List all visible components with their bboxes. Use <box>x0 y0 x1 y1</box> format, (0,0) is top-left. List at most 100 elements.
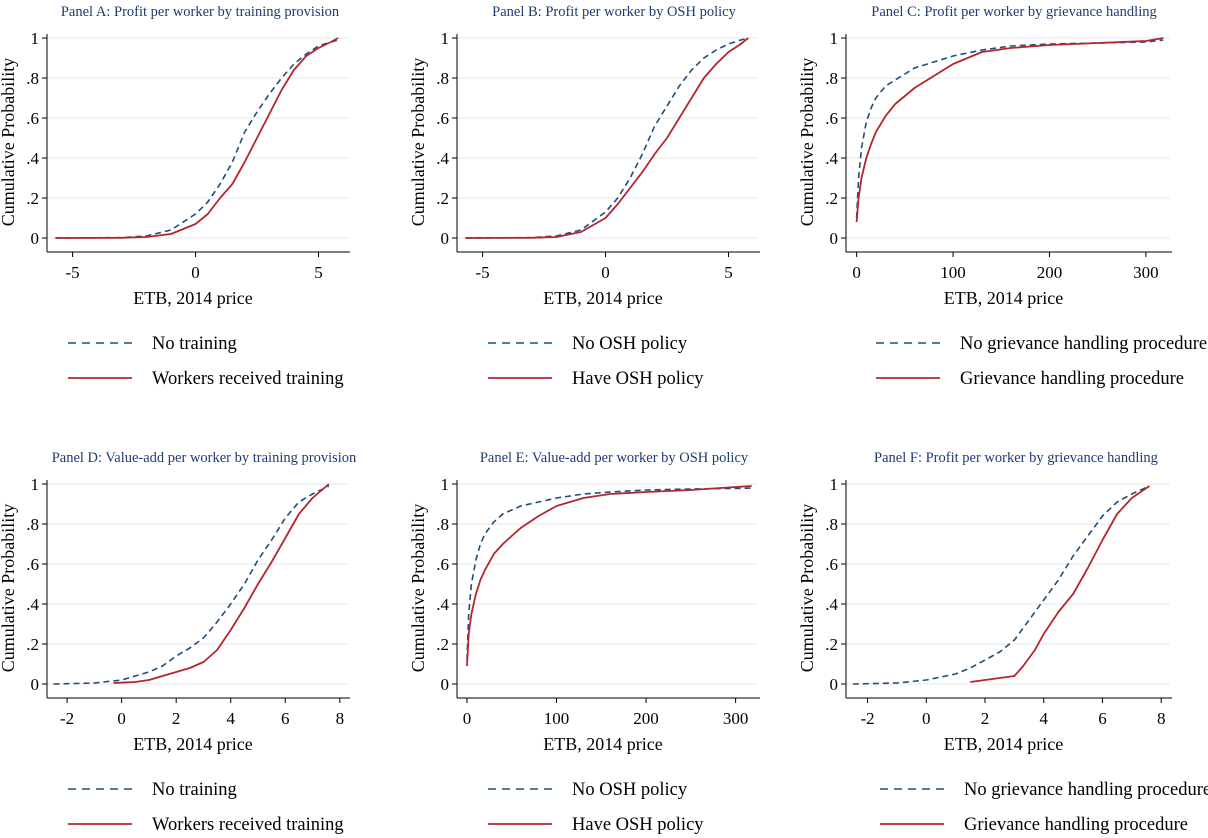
panel-a: Panel A: Profit per worker by training p… <box>0 4 350 389</box>
x-tick-label: 8 <box>336 709 345 728</box>
series-line-dashed <box>855 39 1164 219</box>
y-tick-label: .2 <box>26 189 39 208</box>
x-axis-label: ETB, 2014 price <box>944 734 1063 754</box>
legend-label: No training <box>152 334 237 354</box>
y-axis-label: Cumulative Probability <box>797 504 817 673</box>
y-tick-label: .4 <box>825 149 838 168</box>
x-axis-label: ETB, 2014 price <box>543 734 662 754</box>
series-line-solid <box>113 483 330 684</box>
y-tick-label: .2 <box>436 635 449 654</box>
panel-title: Panel D: Value-add per worker by trainin… <box>52 450 357 466</box>
legend-label: Grievance handling procedure <box>964 815 1188 835</box>
panel-c: Panel C: Profit per worker by grievance … <box>797 4 1207 389</box>
y-tick-label: .8 <box>436 69 449 88</box>
y-axis-label: Cumulative Probability <box>0 58 18 227</box>
y-axis-label: Cumulative Probability <box>408 58 428 227</box>
panel-title: Panel A: Profit per worker by training p… <box>61 4 340 20</box>
x-tick-label: 6 <box>1098 709 1107 728</box>
panel-f: Panel F: Profit per worker by grievance … <box>797 450 1208 835</box>
y-tick-label: .6 <box>436 555 449 574</box>
x-tick-label: -2 <box>60 709 74 728</box>
y-tick-label: .6 <box>26 109 39 128</box>
legend-label: No training <box>152 780 237 800</box>
x-tick-label: 5 <box>314 263 323 282</box>
x-tick-label: 100 <box>940 263 966 282</box>
series-line-dashed <box>53 485 330 685</box>
y-tick-label: .8 <box>825 69 838 88</box>
x-tick-label: 200 <box>1037 263 1063 282</box>
y-tick-label: .4 <box>825 595 838 614</box>
x-tick-label: 300 <box>1133 263 1159 282</box>
panel-title: Panel F: Profit per worker by grievance … <box>874 450 1158 466</box>
x-tick-label: -5 <box>66 263 80 282</box>
series-line-dashed <box>465 37 749 239</box>
x-axis-label: ETB, 2014 price <box>133 734 252 754</box>
y-tick-label: 1 <box>830 475 839 494</box>
legend-label: Grievance handling procedure <box>960 369 1184 389</box>
y-tick-label: .6 <box>436 109 449 128</box>
y-tick-label: 1 <box>830 29 839 48</box>
series-line-solid <box>55 37 339 239</box>
legend-label: No OSH policy <box>572 780 688 800</box>
y-tick-label: 0 <box>441 229 450 248</box>
y-tick-label: 1 <box>31 475 40 494</box>
panel-d: Panel D: Value-add per worker by trainin… <box>0 450 357 835</box>
series-line-dashed <box>466 487 752 661</box>
y-tick-label: .2 <box>825 635 838 654</box>
legend-label: No grievance handling procedure <box>964 780 1208 800</box>
x-tick-label: 0 <box>852 263 861 282</box>
x-tick-label: 0 <box>601 263 610 282</box>
y-tick-label: 1 <box>441 475 450 494</box>
y-tick-label: 1 <box>441 29 450 48</box>
series-line-solid <box>466 485 752 667</box>
y-tick-label: 0 <box>441 675 450 694</box>
legend-label: No OSH policy <box>572 334 688 354</box>
x-tick-label: -2 <box>860 709 874 728</box>
legend-label: Have OSH policy <box>572 369 704 389</box>
y-tick-label: .8 <box>26 69 39 88</box>
y-tick-label: .2 <box>436 189 449 208</box>
panel-title: Panel E: Value-add per worker by OSH pol… <box>480 450 749 466</box>
y-tick-label: .4 <box>436 595 449 614</box>
y-tick-label: .4 <box>436 149 449 168</box>
x-tick-label: 6 <box>281 709 290 728</box>
panel-title: Panel B: Profit per worker by OSH policy <box>492 4 736 20</box>
legend-label: Workers received training <box>152 369 344 389</box>
x-tick-label: 0 <box>191 263 200 282</box>
x-axis-label: ETB, 2014 price <box>133 288 252 308</box>
panel-b: Panel B: Profit per worker by OSH policy… <box>408 4 760 389</box>
x-tick-label: 2 <box>981 709 990 728</box>
legend-label: Have OSH policy <box>572 815 704 835</box>
y-tick-label: .6 <box>26 555 39 574</box>
y-tick-label: 0 <box>830 675 839 694</box>
x-tick-label: 0 <box>117 709 126 728</box>
x-tick-label: 100 <box>544 709 570 728</box>
y-tick-label: 0 <box>31 675 40 694</box>
y-tick-label: 1 <box>31 29 40 48</box>
x-tick-label: 4 <box>226 709 235 728</box>
series-line-solid <box>855 37 1164 223</box>
y-tick-label: .8 <box>436 515 449 534</box>
x-tick-label: 300 <box>723 709 749 728</box>
y-tick-label: .4 <box>26 595 39 614</box>
x-axis-label: ETB, 2014 price <box>944 288 1063 308</box>
x-tick-label: 200 <box>633 709 659 728</box>
y-tick-label: 0 <box>830 229 839 248</box>
panel-title: Panel C: Profit per worker by grievance … <box>871 4 1157 20</box>
y-tick-label: .2 <box>825 189 838 208</box>
y-tick-label: 0 <box>31 229 40 248</box>
x-tick-label: 0 <box>463 709 472 728</box>
x-tick-label: 2 <box>172 709 181 728</box>
panel-e: Panel E: Value-add per worker by OSH pol… <box>408 450 760 835</box>
series-line-solid <box>970 485 1150 683</box>
series-line-dashed <box>852 485 1150 685</box>
y-axis-label: Cumulative Probability <box>0 504 18 673</box>
x-tick-label: -5 <box>476 263 490 282</box>
y-tick-label: .6 <box>825 109 838 128</box>
y-axis-label: Cumulative Probability <box>797 58 817 227</box>
legend-label: Workers received training <box>152 815 344 835</box>
x-tick-label: 4 <box>1039 709 1048 728</box>
series-line-solid <box>465 37 749 239</box>
x-tick-label: 5 <box>724 263 733 282</box>
